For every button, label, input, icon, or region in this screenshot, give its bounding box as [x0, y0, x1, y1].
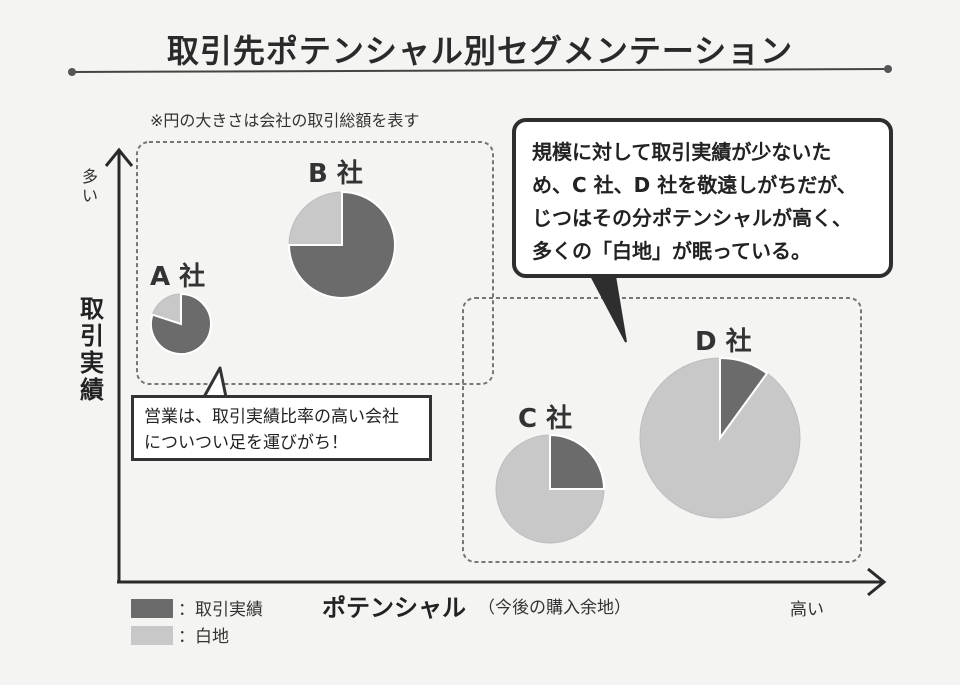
x-axis-arrowhead [867, 567, 887, 597]
callout-right-line-1: 規模に対して取引実績が少ないた [532, 140, 832, 164]
callout-right-line-4: 多くの「白地」が眠っている。 [532, 239, 811, 263]
legend-swatch-actual [131, 599, 173, 618]
pie-a-actual-slice [150, 292, 212, 355]
callout-left-line-2: についつい足を運びがち！ [144, 433, 348, 453]
title-underline-dot-left [68, 68, 76, 76]
company-c-label: C 社 [518, 404, 573, 434]
y-axis-arrowhead [104, 147, 134, 167]
y-axis-high-label: 多い [81, 167, 98, 205]
pie-a [150, 292, 212, 355]
title-underline [71, 68, 889, 73]
x-axis-sublabel: （今後の購入余地） [478, 598, 631, 618]
legend-swatch-whitespace [131, 626, 173, 645]
callout-right: 規模に対して取引実績が少ないた め、C 社、D 社を敬遠しがちだが、 じつはその… [512, 118, 893, 278]
legend-label-actual: ：取引実績 [178, 600, 263, 620]
callout-left-tail [202, 366, 228, 399]
pie-c [495, 433, 606, 544]
callout-right-line-2: め、C 社、D 社を敬遠しがちだが、 [532, 173, 857, 197]
x-axis-high-label: 高い [790, 600, 824, 620]
pie-b [287, 190, 396, 299]
company-d-label: D 社 [695, 327, 752, 357]
title-underline-dot-right [884, 65, 892, 73]
legend-label-whitespace: ：白地 [178, 627, 229, 647]
y-axis-label: 取引実績 [80, 295, 104, 404]
callout-left-line-1: 営業は、取引実績比率の高い会社 [144, 407, 399, 427]
high-potential-group-box [462, 297, 862, 563]
callout-right-tail [586, 269, 627, 343]
x-axis-label: ポテンシャル [322, 594, 466, 622]
callout-left: 営業は、取引実績比率の高い会社 についつい足を運びがち！ [131, 395, 432, 461]
page-title: 取引先ポテンシャル別セグメンテーション [166, 32, 794, 70]
pie-c-actual-slice [549, 433, 606, 490]
pie-d-actual-slice [719, 356, 769, 442]
company-b-label: B 社 [308, 159, 363, 189]
pie-d [639, 356, 801, 519]
callout-right-line-3: じつはその分ポテンシャルが高く、 [532, 206, 852, 230]
pie-b-actual-slice [287, 190, 396, 299]
size-note: ※円の大きさは会社の取引総額を表す [150, 111, 420, 130]
company-a-label: A 社 [150, 262, 206, 292]
